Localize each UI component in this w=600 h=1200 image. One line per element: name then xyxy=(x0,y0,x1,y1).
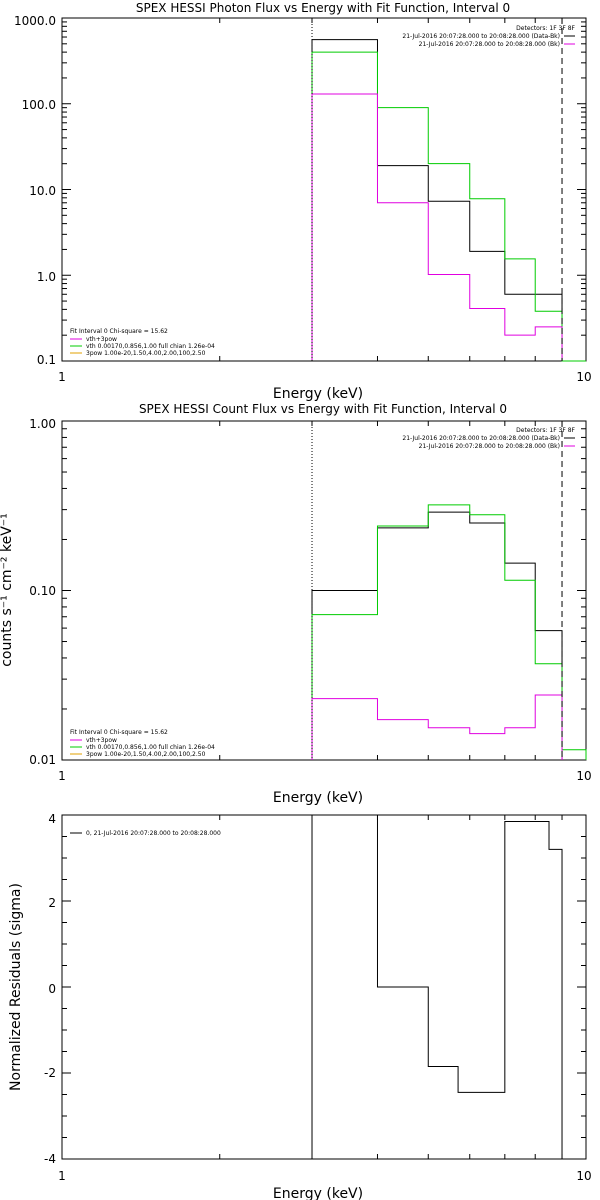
count-flux-legend-line-0: Fit Interval 0 Chi-square = 15.62 xyxy=(70,729,168,736)
count-flux-xtick-0: 1 xyxy=(58,769,66,783)
photon-flux-xlabel: Energy (keV) xyxy=(273,386,363,402)
residuals-xtick-0: 1 xyxy=(58,1169,66,1183)
residuals-ytick-0: -4 xyxy=(44,1152,56,1166)
count-flux-xtick-1: 10 xyxy=(576,769,591,783)
photon-flux-info-line-0: Detectors: 1F 3F 8F xyxy=(516,25,575,32)
series-data-bk-step-line xyxy=(311,39,563,361)
series-data-bk-step-line xyxy=(311,511,563,760)
residuals-xlabel: Energy (keV) xyxy=(273,1186,363,1200)
residuals-panel: -4 -2 0 2 4 1 10 Energy (keV) Normalized… xyxy=(8,812,592,1200)
photon-flux-info-line-1: 21-Jul-2016 20:07:28.000 to 20:08:28.000… xyxy=(402,33,560,40)
photon-flux-ytick-4: 1000.0 xyxy=(14,14,56,28)
count-flux-legend-line-1: vth+3pow xyxy=(86,737,117,744)
photon-flux-title: SPEX HESSI Photon Flux vs Energy with Fi… xyxy=(136,1,510,15)
count-flux-panel: SPEX HESSI Count Flux vs Energy with Fit… xyxy=(0,402,592,806)
photon-flux-xtick-1: 10 xyxy=(576,370,591,384)
residuals-xtick-1: 10 xyxy=(576,1169,591,1183)
photon-flux-series xyxy=(311,18,586,362)
residuals-ylabel: Normalized Residuals (sigma) xyxy=(8,883,24,1091)
count-flux-xlabel: Energy (keV) xyxy=(273,790,363,806)
count-flux-axes xyxy=(62,420,586,761)
residuals-series xyxy=(311,814,563,1159)
photon-flux-legend-line-3: 3pow 1.00e-20,1.50,4.00,2.00,100,2.50 xyxy=(86,350,206,357)
count-flux-ylabel: counts s⁻¹ cm⁻² keV⁻¹ xyxy=(0,513,15,667)
residuals-ytick-3: 2 xyxy=(48,896,56,910)
photon-flux-panel: SPEX HESSI Photon Flux vs Energy with Fi… xyxy=(14,1,592,402)
series-bk-step-line xyxy=(311,694,563,760)
photon-flux-axes xyxy=(62,17,586,362)
residuals-plot-frame xyxy=(61,814,587,1160)
photon-flux-plot-frame xyxy=(61,17,587,362)
photon-flux-ytick-1: 1.0 xyxy=(37,270,56,284)
count-flux-ytick-1: 0.10 xyxy=(29,584,56,598)
photon-flux-ytick-2: 10.0 xyxy=(29,184,56,198)
series-0-21-jul-2016-20-07-28-000-to-20-08-28-000-step-line xyxy=(311,814,563,1159)
count-flux-series xyxy=(311,421,587,760)
count-flux-info-line-0: Detectors: 1F 3F 8F xyxy=(516,427,575,434)
residuals-ytick-4: 4 xyxy=(48,812,56,826)
residuals-ytick-1: -2 xyxy=(44,1066,56,1080)
photon-flux-info-line-2: 21-Jul-2016 20:07:28.000 to 20:08:28.000… xyxy=(419,41,560,48)
photon-flux-ytick-3: 100.0 xyxy=(22,98,56,112)
photon-flux-xtick-0: 1 xyxy=(58,370,66,384)
series-bk-step-line xyxy=(311,93,563,361)
photon-flux-legend-line-1: vth+3pow xyxy=(86,336,117,343)
count-flux-legend-line-2: vth 0.00170,0.856,1.00 full chian 1.26e-… xyxy=(86,744,215,751)
count-flux-ytick-2: 1.00 xyxy=(29,417,56,431)
count-flux-info-line-2: 21-Jul-2016 20:07:28.000 to 20:08:28.000… xyxy=(419,443,560,450)
residuals-legend-line-0: 0, 21-Jul-2016 20:07:28.000 to 20:08:28.… xyxy=(86,830,221,837)
photon-flux-ytick-0: 0.1 xyxy=(37,353,56,367)
photon-flux-legend-line-2: vth 0.00170,0.856,1.00 full chian 1.26e-… xyxy=(86,343,215,350)
residuals-axes xyxy=(62,814,586,1160)
residuals-ytick-2: 0 xyxy=(48,982,56,996)
count-flux-legend-line-3: 3pow 1.00e-20,1.50,4.00,2.00,100,2.50 xyxy=(86,751,206,758)
count-flux-ytick-0: 0.01 xyxy=(29,753,56,767)
photon-flux-legend-line-0: Fit Interval 0 Chi-square = 15.62 xyxy=(70,328,168,335)
series-vth-3pow-step-line xyxy=(311,51,586,362)
count-flux-info-line-1: 21-Jul-2016 20:07:28.000 to 20:08:28.000… xyxy=(402,435,560,442)
count-flux-title: SPEX HESSI Count Flux vs Energy with Fit… xyxy=(139,402,507,416)
series-vth-3pow-step-line xyxy=(311,504,587,760)
